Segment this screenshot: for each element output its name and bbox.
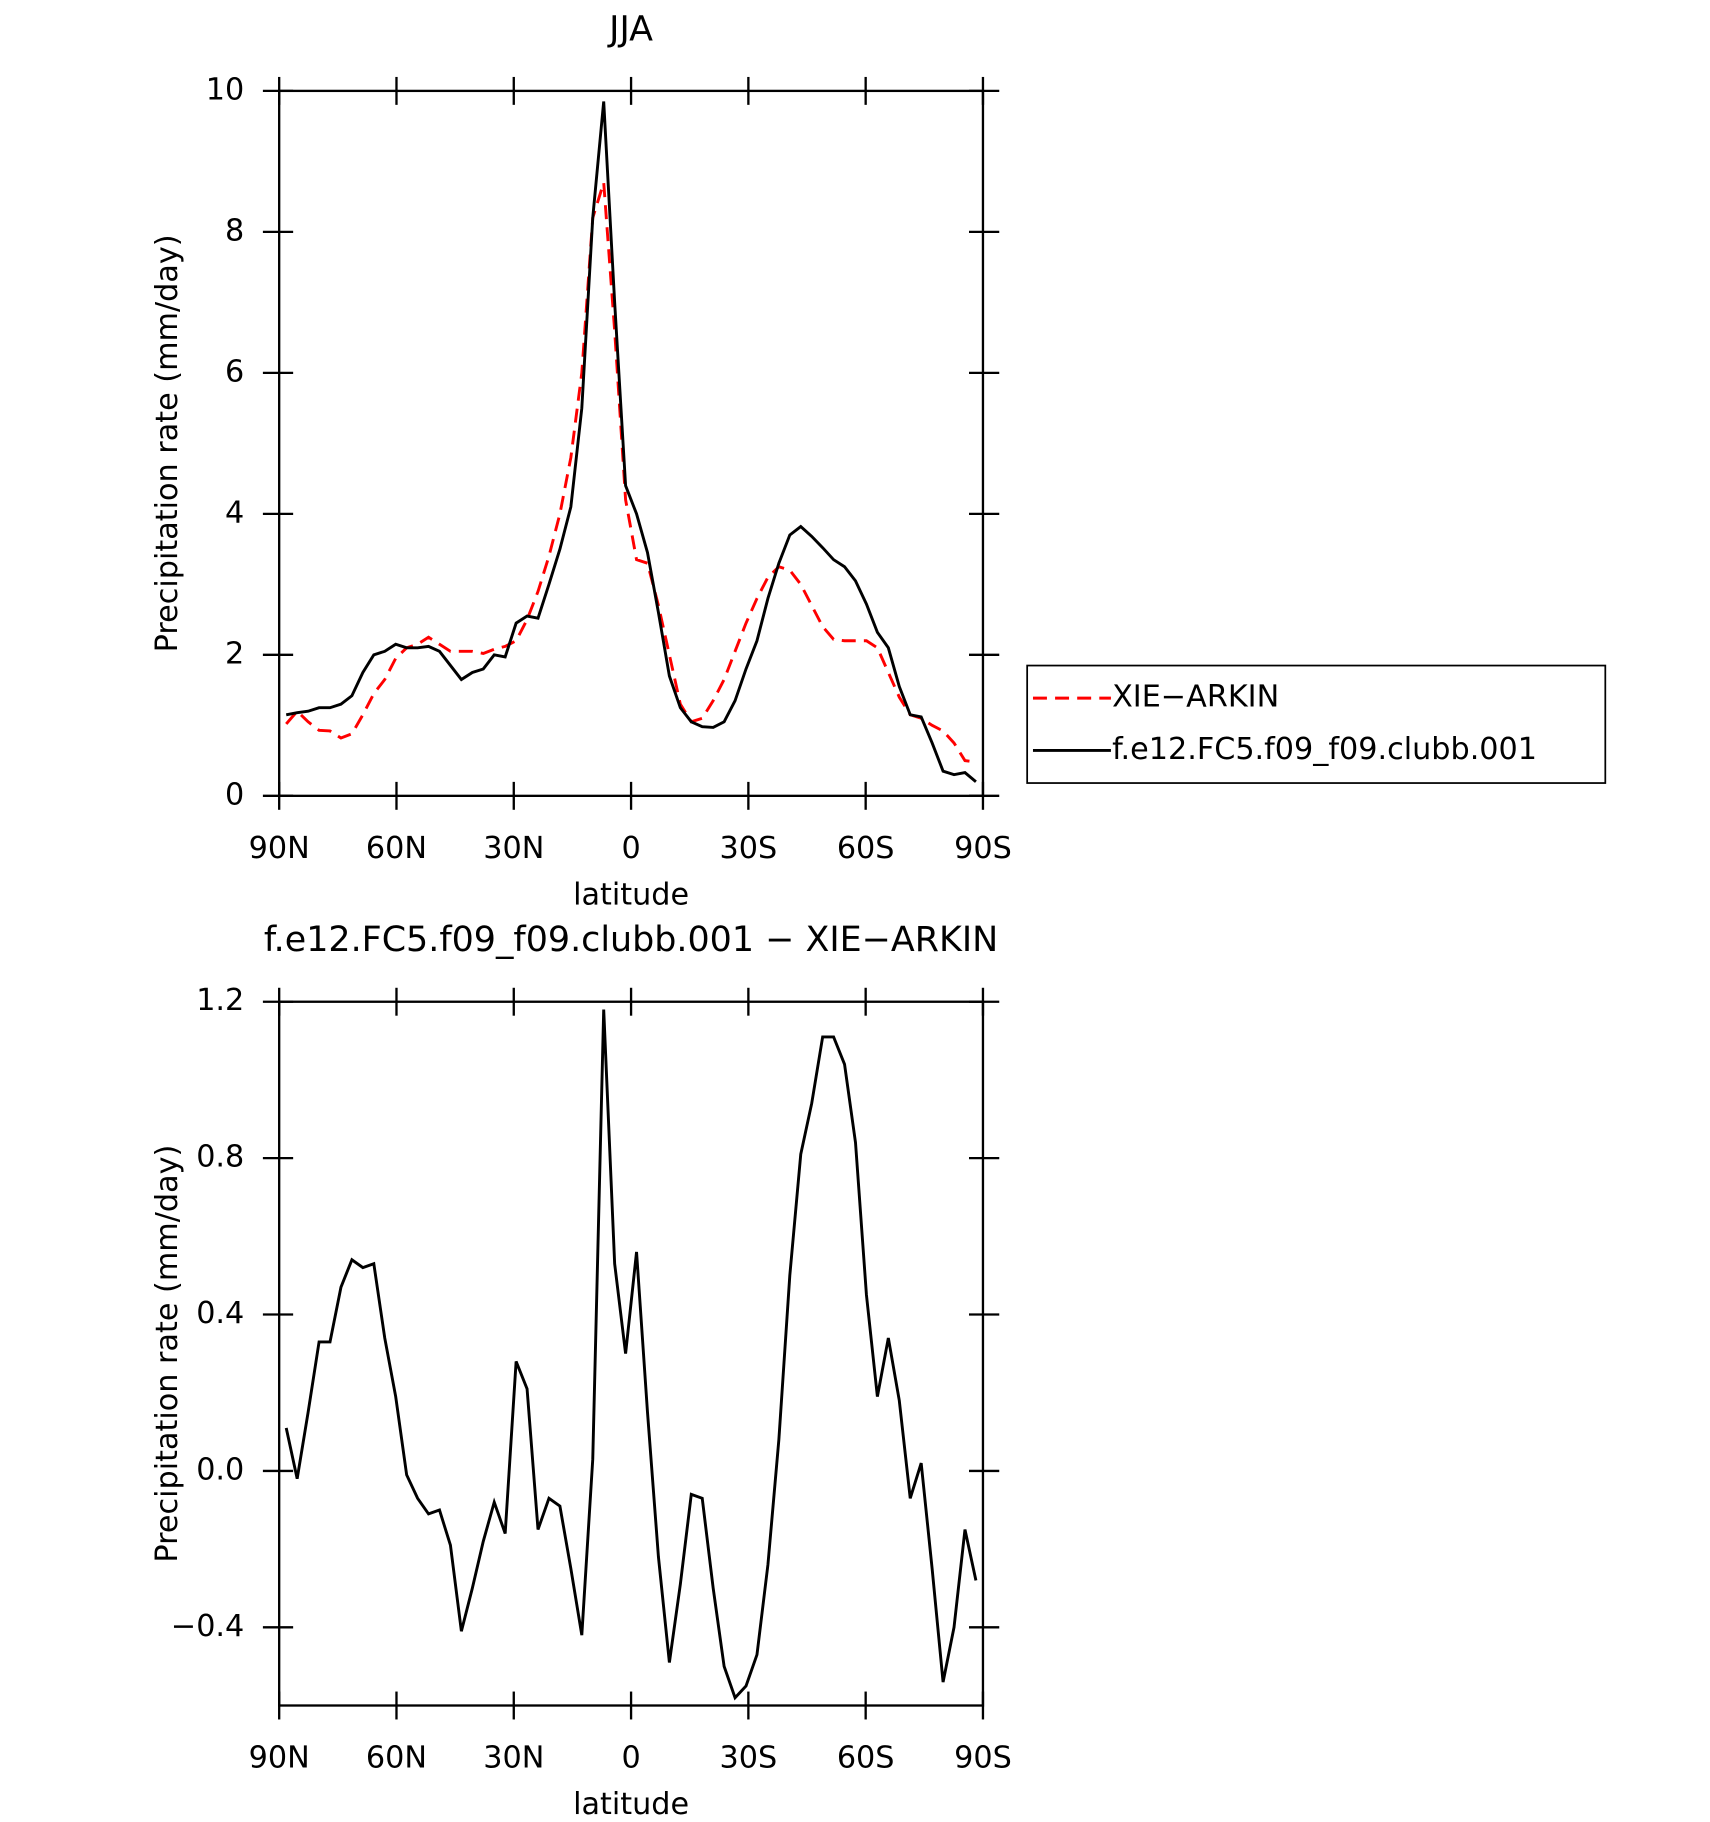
x-tick-label: 60N (366, 831, 427, 866)
y-tick-label: 2 (225, 636, 244, 671)
y-tick-label: 8 (225, 213, 244, 248)
y-tick-label: 0.4 (196, 1296, 244, 1331)
chart-title: f.e12.FC5.f09_f09.clubb.001 − XIE−ARKIN (264, 920, 998, 960)
plot-frame (278, 89, 985, 797)
x-tick-label: 60N (366, 1741, 427, 1776)
y-tick-label: 4 (225, 495, 244, 530)
x-tick-label: 0 (621, 1741, 640, 1776)
y-tick-label: 1.2 (196, 983, 244, 1018)
x-tick-label: 90N (249, 831, 310, 866)
x-tick-label: 90N (249, 1741, 310, 1776)
legend-box (1026, 664, 1607, 784)
x-tick-label: 30S (720, 1741, 778, 1776)
y-tick-label: 6 (225, 354, 244, 389)
chart-title: JJA (607, 9, 653, 49)
x-tick-label: 60S (837, 1741, 895, 1776)
y-axis-label: Precipitation rate (mm/day) (150, 1145, 185, 1563)
data-line (285, 101, 977, 783)
legend-label: XIE−ARKIN (1112, 680, 1279, 715)
plot-frame (278, 1000, 985, 1707)
x-tick-label: 0 (621, 831, 640, 866)
x-tick-label: 90S (954, 1741, 1012, 1776)
x-tick-label: 60S (837, 831, 895, 866)
y-tick-label: 0 (225, 777, 244, 812)
x-axis-label: latitude (573, 1787, 689, 1822)
x-tick-label: 30N (483, 1741, 544, 1776)
y-tick-label: 0.0 (196, 1452, 244, 1487)
y-tick-label: −0.4 (171, 1609, 244, 1644)
data-line (284, 1009, 978, 1701)
x-axis-label: latitude (573, 877, 689, 912)
y-axis-label: Precipitation rate (mm/day) (150, 234, 185, 652)
y-tick-label: 10 (206, 72, 244, 107)
x-tick-label: 30S (720, 831, 778, 866)
legend-label: f.e12.FC5.f09_f09.clubb.001 (1112, 732, 1537, 767)
y-tick-label: 0.8 (196, 1140, 244, 1175)
data-line (285, 182, 977, 764)
x-tick-label: 90S (954, 831, 1012, 866)
x-tick-label: 30N (483, 831, 544, 866)
